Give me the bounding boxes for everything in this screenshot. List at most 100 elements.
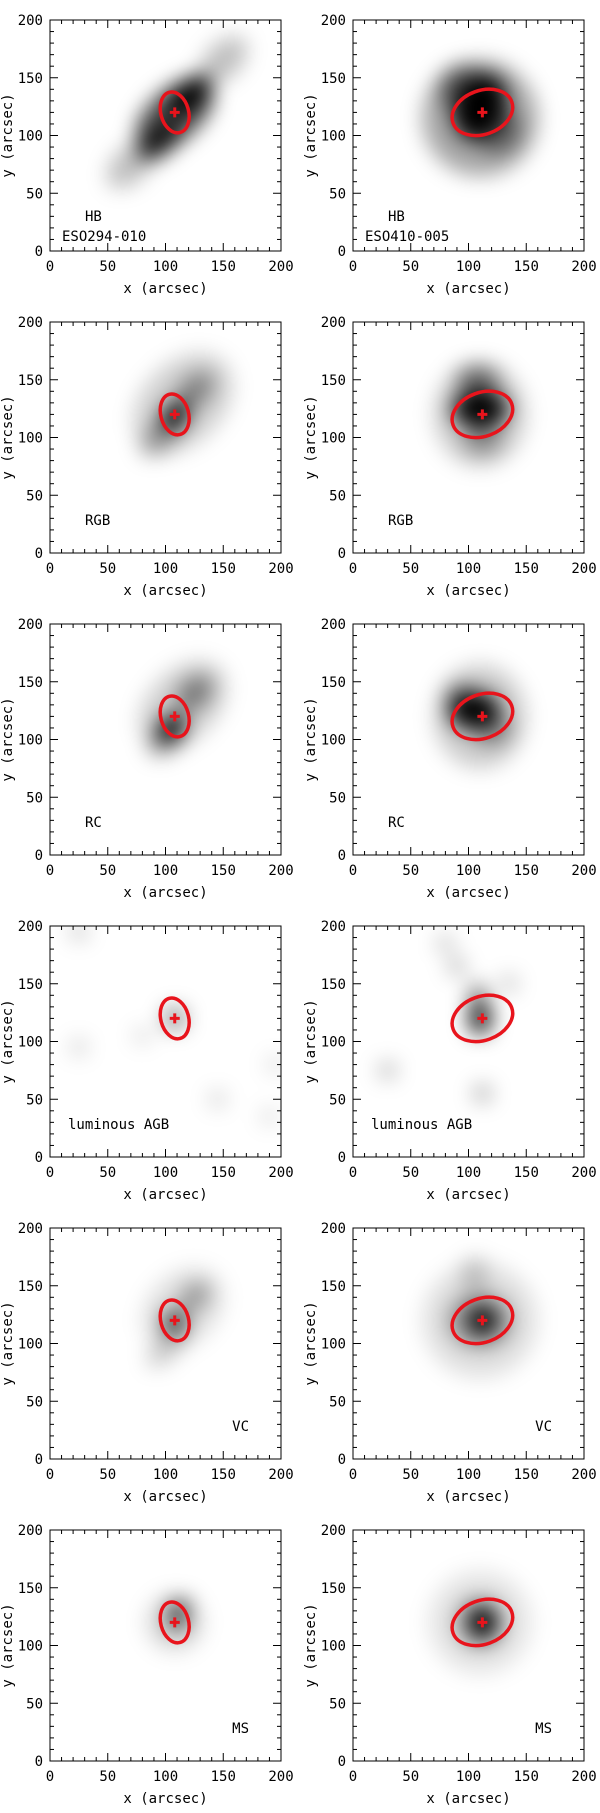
population-label: luminous AGB (68, 1117, 169, 1133)
center-marker (169, 1315, 180, 1326)
x-axis-label: x (arcsec) (123, 1791, 207, 1807)
y-tick-label: 50 (26, 1696, 43, 1712)
density-map (141, 1267, 224, 1368)
y-tick-label: 200 (18, 1221, 43, 1237)
population-label: HB (85, 209, 102, 225)
density-blob (266, 1055, 281, 1074)
x-tick-label: 200 (268, 1165, 293, 1181)
panel-9: 0 50 100 150 200 0 50 100 150 200 x (arcsec) y (arc… (0, 1221, 294, 1505)
x-tick-label: 100 (456, 1467, 481, 1483)
y-tick-label: 50 (26, 1092, 43, 1108)
x-axis-label: x (arcsec) (426, 1489, 510, 1505)
x-tick-label: 100 (456, 1769, 481, 1785)
y-tick-label: 200 (18, 13, 43, 29)
x-tick-label: 0 (349, 259, 357, 275)
y-tick-label: 200 (321, 1221, 346, 1237)
y-tick-label: 100 (18, 1035, 43, 1051)
panel-5: 0 50 100 150 200 0 50 100 150 200 x (arcsec) y (arc… (0, 617, 294, 901)
x-tick-label: 50 (402, 561, 419, 577)
y-tick-label: 150 (321, 1279, 346, 1295)
y-tick-label: 150 (18, 675, 43, 691)
y-tick-label: 200 (321, 617, 346, 633)
y-tick-label: 200 (18, 1523, 43, 1539)
fit-ellipse (158, 1600, 191, 1645)
y-tick-label: 50 (26, 1394, 43, 1410)
x-tick-label: 0 (46, 863, 54, 879)
x-tick-label: 200 (571, 259, 596, 275)
x-tick-label: 150 (514, 561, 539, 577)
y-tick-label: 0 (338, 1754, 346, 1770)
x-tick-label: 0 (349, 863, 357, 879)
x-tick-label: 0 (349, 561, 357, 577)
panel-11: 0 50 100 150 200 0 50 100 150 200 x (arcsec) y (arc… (0, 1523, 294, 1807)
x-tick-label: 100 (153, 1769, 178, 1785)
center-marker (477, 409, 488, 420)
y-tick-label: 150 (321, 977, 346, 993)
population-label: VC (535, 1419, 552, 1435)
fit-ellipse (450, 993, 515, 1044)
x-tick-label: 50 (99, 1769, 116, 1785)
x-tick-label: 100 (456, 863, 481, 879)
y-tick-label: 100 (321, 129, 346, 145)
y-tick-label: 200 (18, 617, 43, 633)
x-tick-label: 100 (456, 1165, 481, 1181)
x-tick-label: 200 (571, 1769, 596, 1785)
x-tick-label: 50 (99, 1467, 116, 1483)
x-tick-label: 200 (571, 863, 596, 879)
y-axis-label: y (arcsec) (303, 697, 319, 781)
y-tick-label: 0 (35, 848, 43, 864)
x-tick-label: 150 (211, 561, 236, 577)
y-tick-label: 200 (18, 919, 43, 935)
y-tick-label: 100 (18, 1639, 43, 1655)
x-tick-label: 0 (46, 259, 54, 275)
x-tick-label: 150 (514, 1769, 539, 1785)
panel-6: 0 50 100 150 200 0 50 100 150 200 x (arcsec) y (arc… (303, 617, 597, 901)
density-blob (499, 974, 519, 993)
panel-4: 0 50 100 150 200 0 50 100 150 200 x (arcsec) y (arc… (303, 315, 597, 599)
x-tick-label: 150 (211, 1769, 236, 1785)
population-label: MS (232, 1721, 249, 1737)
center-marker (169, 107, 180, 118)
density-blob (422, 60, 538, 177)
y-axis-label: y (arcsec) (303, 999, 319, 1083)
y-tick-label: 50 (329, 186, 346, 202)
center-marker (477, 1013, 488, 1024)
x-tick-label: 100 (153, 1467, 178, 1483)
x-tick-label: 0 (46, 561, 54, 577)
y-tick-label: 0 (338, 1150, 346, 1166)
fit-ellipse (158, 1298, 191, 1343)
x-tick-label: 50 (402, 863, 419, 879)
y-tick-label: 0 (338, 546, 346, 562)
density-map (422, 60, 538, 177)
density-map (422, 1256, 538, 1379)
x-tick-label: 0 (349, 1165, 357, 1181)
x-tick-label: 50 (99, 1165, 116, 1181)
population-label: HB (388, 209, 405, 225)
fit-ellipse (450, 691, 515, 742)
x-tick-label: 50 (99, 259, 116, 275)
x-axis-label: x (arcsec) (426, 1791, 510, 1807)
y-tick-label: 50 (329, 488, 346, 504)
x-axis-label: x (arcsec) (123, 1187, 207, 1203)
density-blob (106, 140, 155, 189)
x-tick-label: 50 (402, 259, 419, 275)
panel-10: 0 50 100 150 200 0 50 100 150 200 x (arcsec) y (arc… (303, 1221, 597, 1505)
x-axis-label: x (arcsec) (123, 885, 207, 901)
x-tick-label: 50 (99, 863, 116, 879)
y-tick-label: 50 (26, 790, 43, 806)
panel-8: 0 50 100 150 200 0 50 100 150 200 x (arcsec) y (arc… (303, 919, 597, 1203)
x-axis-label: x (arcsec) (123, 1489, 207, 1505)
x-tick-label: 100 (153, 561, 178, 577)
y-tick-label: 150 (321, 1581, 346, 1597)
fit-ellipse (450, 87, 515, 138)
center-marker (169, 1013, 180, 1024)
y-axis-label: y (arcsec) (0, 93, 16, 177)
x-tick-label: 0 (349, 1769, 357, 1785)
y-tick-label: 150 (18, 1279, 43, 1295)
density-blob (260, 1107, 279, 1126)
x-axis-label: x (arcsec) (123, 583, 207, 599)
y-tick-label: 150 (321, 373, 346, 389)
y-tick-label: 50 (26, 488, 43, 504)
y-tick-label: 0 (35, 546, 43, 562)
